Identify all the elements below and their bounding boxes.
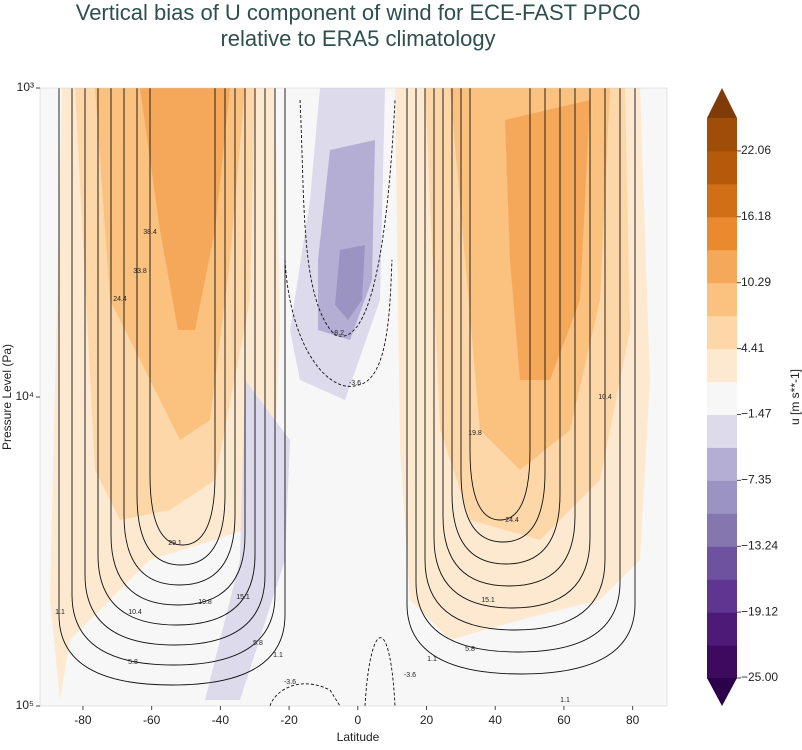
- contour-label: 24.4: [505, 517, 519, 524]
- contour-label: 33.8: [133, 268, 147, 275]
- contour-label: 5.8: [128, 659, 138, 666]
- colorbar-box: [707, 645, 737, 679]
- colorbar-tick-label: 22.06: [741, 143, 771, 157]
- colorbar-box: [707, 546, 737, 580]
- colorbar-tick-label: −13.24: [741, 538, 778, 552]
- contour-line: [284, 259, 393, 387]
- x-tick-label: -40: [212, 713, 230, 727]
- contour-labels: 38.4 33.8 24.4 29.1 19.8 15.1 10.4 5.8 1…: [55, 229, 612, 704]
- colorbar-box: [707, 315, 737, 350]
- colorbar-box: [707, 118, 737, 152]
- colorbar-box: [707, 480, 737, 514]
- contour-line: [123, 88, 236, 586]
- colorbar-tick-label: −19.12: [741, 604, 778, 618]
- contour-label: 1.1: [273, 652, 283, 659]
- colorbar-box: [707, 282, 737, 317]
- x-tick-label: 0: [354, 713, 361, 727]
- colorbar-tick-label: −1.47: [741, 407, 772, 421]
- colorbar-tick-label: 4.41: [741, 341, 765, 355]
- contour-line: [97, 88, 256, 626]
- contour-line: [433, 88, 591, 609]
- contour-line: [469, 88, 531, 521]
- colorbar-box: [707, 513, 737, 547]
- contour-label: -3.6: [284, 679, 296, 686]
- colorbar-box: [707, 183, 737, 218]
- contour-label: 10.4: [598, 394, 612, 401]
- contour-label: 24.4: [113, 296, 127, 303]
- contour-label: 15.1: [236, 594, 250, 601]
- y-axis-label: Pressure Level (Pa): [0, 344, 14, 450]
- contour-label: -3.6: [349, 380, 361, 387]
- colorbar-extend: [707, 678, 737, 706]
- contour-line: [299, 99, 396, 337]
- contour-line: [442, 88, 576, 587]
- contour-label: 19.8: [198, 599, 212, 606]
- colorbar-tick-label: −25.00: [741, 670, 778, 684]
- contour-line: [364, 637, 396, 707]
- colorbar-tick-label: 16.18: [741, 209, 771, 223]
- x-tick-label: -60: [143, 713, 161, 727]
- contour-line: [136, 88, 226, 566]
- contour-label: 19.8: [468, 430, 482, 437]
- contour-line: [415, 88, 621, 653]
- x-tick-label: 40: [489, 713, 503, 727]
- contour-fills: [50, 88, 650, 700]
- chart-title: relative to ERA5 climatology: [220, 26, 495, 51]
- contour-label: -8.2: [332, 330, 344, 337]
- contour-label: 29.1: [168, 540, 182, 547]
- contour-line: [58, 88, 286, 686]
- colorbar-box: [707, 348, 737, 383]
- colorbar-box: [707, 249, 737, 284]
- colorbar-tick-label: −7.35: [741, 472, 772, 486]
- contour-label: 1.1: [560, 697, 570, 704]
- colorbar-box: [707, 414, 737, 448]
- colorbar-extend: [707, 88, 737, 118]
- y-tick-label: 10³: [17, 80, 34, 94]
- contour-line: [424, 88, 606, 631]
- contour-line: [71, 88, 276, 666]
- colorbar-box: [707, 150, 737, 185]
- contour-fill: [335, 245, 365, 320]
- contour-label: 15.1: [481, 597, 495, 604]
- contour-line: [149, 88, 216, 546]
- contour-label: 1.1: [427, 656, 437, 663]
- contour-label: 5.8: [465, 646, 475, 653]
- contour-line: [269, 683, 341, 707]
- colorbar-box: [707, 579, 737, 613]
- x-tick-label: -20: [280, 713, 298, 727]
- chart-title: Vertical bias of U component of wind for…: [76, 0, 641, 25]
- colorbar-tick-label: 10.29: [741, 275, 771, 289]
- contour-line: [460, 88, 546, 543]
- x-tick-label: -80: [74, 713, 92, 727]
- x-tick-label: 20: [420, 713, 434, 727]
- contour-fill: [205, 380, 290, 700]
- colorbar-box: [707, 381, 737, 415]
- contour-label: 5.8: [253, 640, 263, 647]
- contour-label: 38.4: [143, 229, 157, 236]
- x-tick-label: 80: [626, 713, 640, 727]
- contour-label: 10.4: [128, 609, 142, 616]
- colorbar-box: [707, 447, 737, 481]
- contour-label: -3.6: [404, 672, 416, 679]
- contour-fill: [505, 100, 590, 380]
- contour-label: 1.1: [55, 609, 65, 616]
- contour-fill: [140, 88, 230, 330]
- contour-line: [110, 88, 246, 606]
- colorbar-box: [707, 612, 737, 646]
- contour-line: [406, 88, 636, 675]
- contour-line: [451, 88, 561, 565]
- colorbar-box: [707, 216, 737, 251]
- x-tick-label: 60: [557, 713, 571, 727]
- x-axis-label: Latitude: [337, 730, 380, 744]
- y-tick-label: 10⁵: [16, 698, 34, 712]
- contour-line: [84, 88, 266, 646]
- colorbar-label: u [m s**-1]: [788, 369, 802, 425]
- y-tick-label: 10⁴: [15, 389, 34, 403]
- contour-lines: [58, 88, 636, 707]
